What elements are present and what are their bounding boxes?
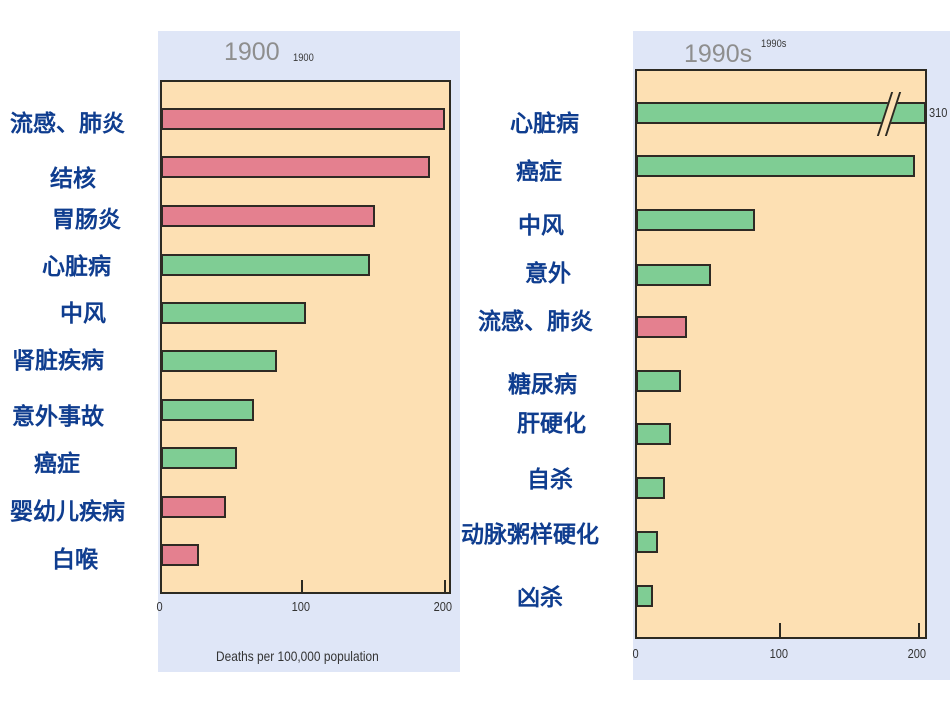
chart-1990s-subtitle: 1990s	[761, 38, 787, 50]
label-1900-3: 心脏病	[42, 254, 111, 280]
chart-1900-title: 1900	[224, 38, 280, 66]
bar-1900-tuberculosis	[161, 156, 430, 178]
label-1900-9: 白喉	[52, 547, 98, 573]
bar-1900-stroke	[161, 302, 306, 324]
x-axis-title: Deaths per 100,000 population	[216, 648, 379, 664]
bar-1900-gastroenteritis	[161, 205, 375, 227]
bar-1990s-heart-disease	[636, 102, 926, 124]
label-1990s-9: 凶杀	[517, 585, 563, 611]
bar-1900-kidney-disease	[161, 350, 277, 372]
bar-1900-heart-disease	[161, 254, 370, 276]
overflow-value-label: 310	[929, 105, 948, 120]
tick-1900-200	[444, 580, 446, 594]
bar-1990s-homicide	[636, 585, 653, 607]
tick-label-1990s-0: 0	[632, 646, 639, 661]
label-1900-8: 婴幼儿疾病	[10, 499, 125, 525]
label-1900-1: 结核	[50, 166, 96, 192]
bar-1900-diphtheria	[161, 544, 199, 566]
tick-label-1900-0: 0	[156, 599, 163, 614]
chart-1900-subtitle: 1900	[293, 52, 314, 64]
label-1990s-5: 糖尿病	[508, 372, 577, 398]
label-1900-0: 流感、肺炎	[10, 111, 125, 137]
label-1990s-0: 心脏病	[510, 111, 579, 137]
bar-1990s-influenza-pneumonia	[636, 316, 687, 338]
bar-1990s-accidents	[636, 264, 711, 286]
label-1990s-1: 癌症	[516, 159, 562, 185]
bar-1900-infant-disease	[161, 496, 226, 518]
bar-1990s-cirrhosis	[636, 423, 671, 445]
bar-1990s-suicide	[636, 477, 665, 499]
tick-1990s-100	[779, 623, 781, 637]
label-1990s-6: 肝硬化	[517, 411, 586, 437]
label-1990s-3: 意外	[525, 261, 571, 287]
bar-1990s-stroke	[636, 209, 755, 231]
label-1900-7: 癌症	[34, 451, 80, 477]
bar-1900-influenza-pneumonia	[161, 108, 445, 130]
bar-1990s-diabetes	[636, 370, 681, 392]
label-1900-6: 意外事故	[12, 404, 104, 430]
tick-label-1990s-200: 200	[907, 646, 927, 661]
label-1900-2: 胃肠炎	[52, 207, 121, 233]
bar-1900-cancer	[161, 447, 237, 469]
label-1990s-7: 自杀	[527, 467, 573, 493]
tick-label-1900-100: 100	[291, 599, 311, 614]
bar-1990s-atherosclerosis	[636, 531, 658, 553]
tick-label-1900-200: 200	[433, 599, 453, 614]
label-1990s-8: 动脉粥样硬化	[461, 522, 599, 548]
tick-1900-100	[301, 580, 303, 594]
label-1990s-2: 中风	[518, 213, 564, 239]
bar-1900-accidents	[161, 399, 254, 421]
chart-1990s-title: 1990s	[684, 40, 753, 68]
label-1900-5: 肾脏疾病	[12, 348, 104, 374]
label-1900-4: 中风	[60, 301, 106, 327]
tick-label-1990s-100: 100	[769, 646, 789, 661]
bar-1990s-cancer	[636, 155, 915, 177]
label-1990s-4: 流感、肺炎	[478, 309, 593, 335]
tick-1990s-200	[918, 623, 920, 637]
